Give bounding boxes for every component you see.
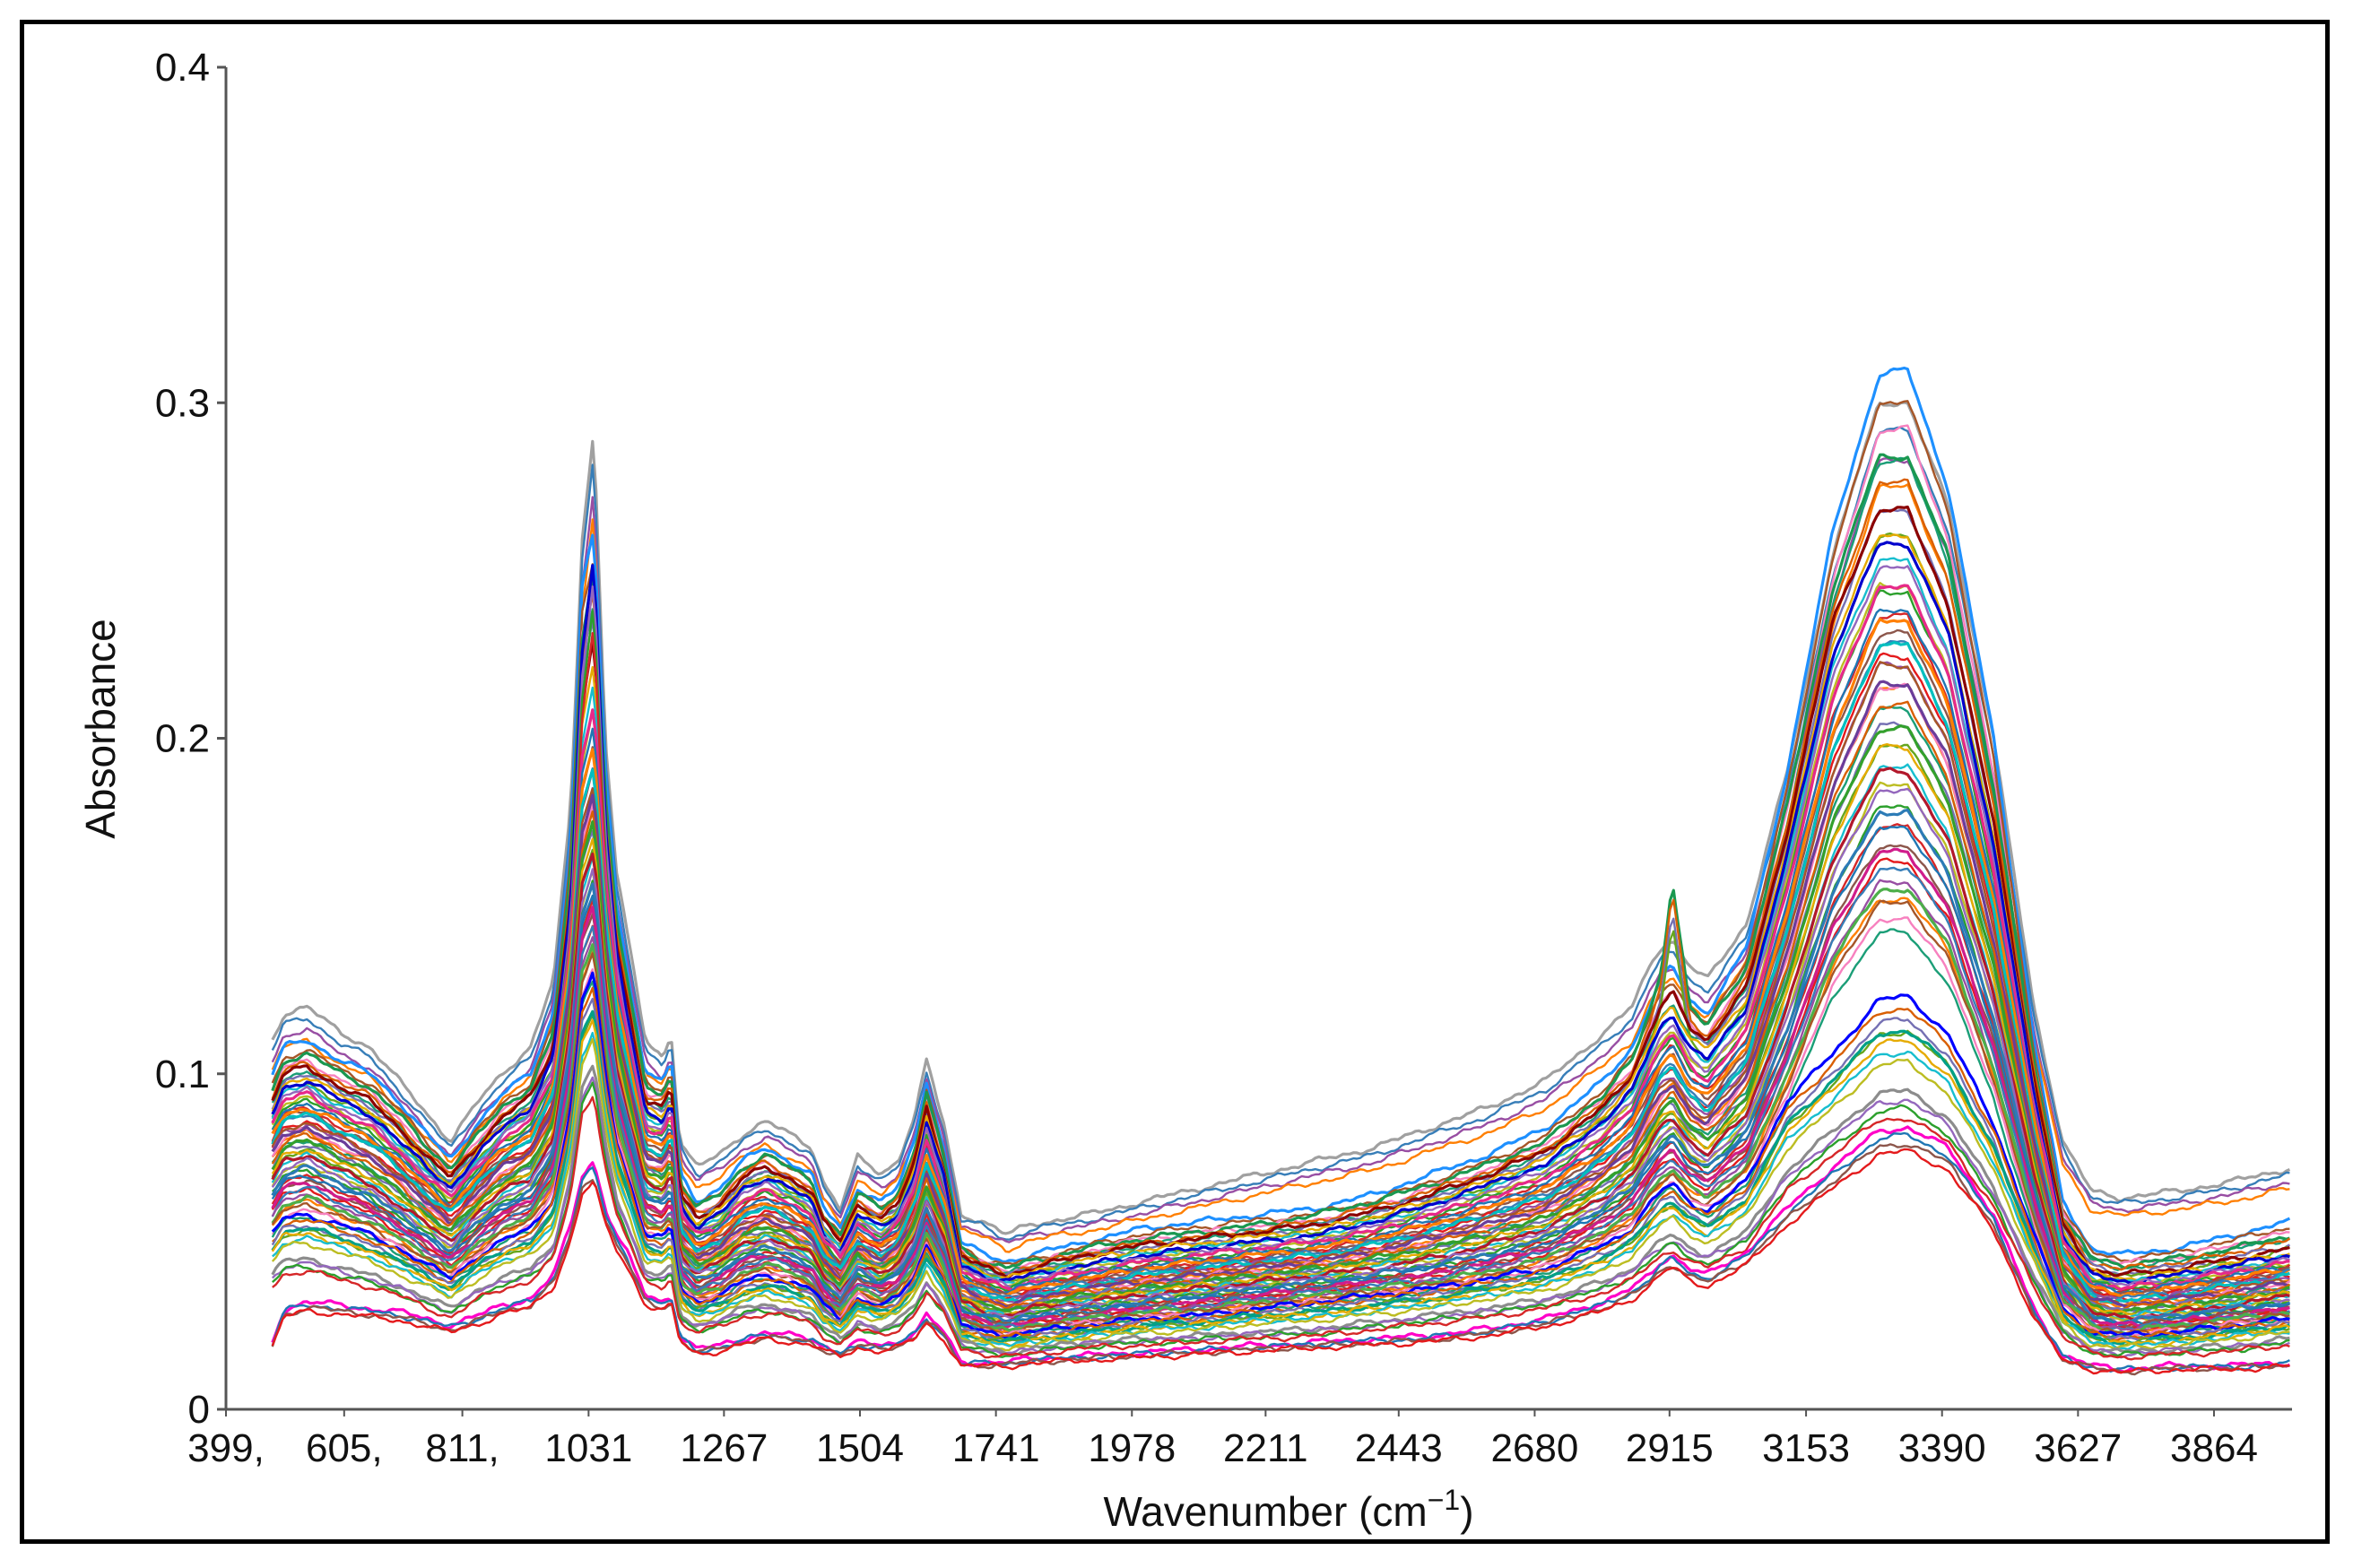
- spectrum-line: [271, 1125, 2291, 1373]
- x-tick-label: 2443: [1355, 1426, 1443, 1470]
- spectrum-line: [271, 1148, 2290, 1375]
- spectrum-line: [271, 998, 2290, 1343]
- x-tick-label: 1031: [544, 1426, 632, 1470]
- spectrum-line: [271, 1143, 2290, 1376]
- spectrum-line: [272, 1096, 2290, 1361]
- spectrum-line: [271, 641, 2290, 1304]
- x-tick-label: 3627: [2034, 1426, 2122, 1470]
- x-tick-label: 3153: [1762, 1426, 1850, 1470]
- x-tick-label: 1267: [680, 1426, 768, 1470]
- axes-layer: [217, 65, 2292, 1416]
- x-tick-label: 2211: [1223, 1426, 1308, 1470]
- x-tick-label: 1978: [1088, 1426, 1176, 1470]
- y-axis-title: Absorbance: [77, 619, 124, 839]
- spectrum-line: [271, 971, 2290, 1340]
- x-tick-label: 811,: [425, 1426, 499, 1470]
- x-tick-label: 3864: [2170, 1426, 2258, 1470]
- spectrum-line: [271, 899, 2290, 1338]
- x-axis-title-superscript: −1: [1428, 1484, 1460, 1516]
- spectrum-line: [272, 986, 2290, 1342]
- x-tick-label: 1504: [816, 1426, 904, 1470]
- x-axis-title-suffix: ): [1460, 1488, 1473, 1535]
- labels-layer: 0 0.1 0.2 0.3 0.4 399, 605, 811, 1031 1267 1504 174…: [155, 46, 2258, 1470]
- x-axis-title: Wavenumber (cm−1): [1103, 1484, 1473, 1535]
- spectrum-line: [271, 767, 2290, 1321]
- spectrum-line: [272, 1031, 2290, 1351]
- spectrum-line: [271, 366, 2291, 1264]
- x-axis-title-main: Wavenumber (cm: [1103, 1488, 1427, 1535]
- y-tick-label: 0.2: [155, 717, 210, 761]
- x-tick-label: 1741: [952, 1426, 1040, 1470]
- y-tick-label: 0.1: [155, 1053, 210, 1096]
- spectrum-line: [271, 1018, 2290, 1347]
- x-tick-label: 3390: [1898, 1426, 1986, 1470]
- spectrum-line: [271, 1076, 2290, 1359]
- x-tick-label: 2915: [1626, 1426, 1714, 1470]
- spectrum-line: [272, 1081, 2290, 1358]
- x-tick-label: 2680: [1490, 1426, 1578, 1470]
- spectrum-line: [271, 608, 2290, 1295]
- spectrum-line: [271, 680, 2290, 1310]
- spectrum-line: [271, 584, 2290, 1292]
- spectrum-line: [271, 1037, 2290, 1352]
- spectrum-line: [271, 1131, 2290, 1373]
- spectrum-line: [271, 401, 2291, 1235]
- spectrum-line: [271, 724, 2290, 1317]
- y-tick-label: 0.3: [155, 381, 210, 425]
- y-tick-label: 0: [188, 1388, 210, 1432]
- spectrum-line: [271, 866, 2290, 1331]
- spectrum-line: [271, 1064, 2290, 1356]
- y-tick-label: 0.4: [155, 46, 210, 90]
- series-layer: [271, 366, 2291, 1376]
- x-tick-label: 605,: [306, 1426, 383, 1470]
- x-tick-label: 399,: [187, 1426, 265, 1470]
